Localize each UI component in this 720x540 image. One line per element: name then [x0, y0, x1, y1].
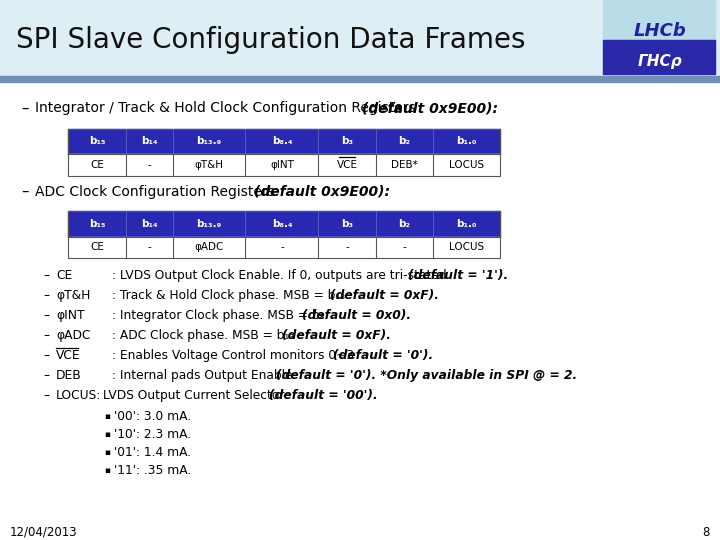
Text: φINT: φINT [270, 160, 294, 170]
Text: LHCb: LHCb [633, 22, 686, 40]
Text: –: – [43, 389, 50, 402]
Text: '00': 3.0 mA.: '00': 3.0 mA. [114, 410, 191, 423]
Text: (default = 0x0).: (default = 0x0). [302, 309, 410, 322]
Text: CE: CE [56, 269, 73, 282]
Bar [68, 154, 500, 176]
Text: -: - [345, 242, 349, 252]
Text: b₂: b₂ [398, 137, 410, 146]
Text: LOCUS: LOCUS [449, 160, 485, 170]
Text: Integrator / Track & Hold Clock Configuration Registers: Integrator / Track & Hold Clock Configur… [35, 101, 420, 115]
Text: (default = 0xF).: (default = 0xF). [282, 329, 390, 342]
Text: b₈.₄: b₈.₄ [271, 219, 292, 228]
Text: –: – [22, 100, 29, 116]
Text: b₁₅: b₁₅ [89, 219, 105, 228]
Text: SPI Slave Configuration Data Frames: SPI Slave Configuration Data Frames [16, 26, 526, 55]
Text: –: – [43, 329, 50, 342]
Text: : ADC Clock phase. MSB = b₁₃: : ADC Clock phase. MSB = b₁₃ [112, 329, 297, 342]
Text: CE: CE [90, 242, 104, 252]
Text: LVDS Output Current Selector: LVDS Output Current Selector [99, 389, 289, 402]
Text: b₁₃.₉: b₁₃.₉ [197, 219, 222, 228]
Text: -: - [148, 160, 151, 170]
Bar [0, 525, 720, 540]
Text: (default = '00').: (default = '00'). [269, 389, 378, 402]
Text: –: – [43, 289, 50, 302]
Text: : Integrator Clock phase. MSB = b₈: : Integrator Clock phase. MSB = b₈ [112, 309, 328, 322]
Text: b₃: b₃ [341, 137, 353, 146]
Bar [68, 129, 500, 176]
Text: φINT: φINT [56, 309, 85, 322]
Bar [0, 76, 720, 82]
Bar [603, 0, 715, 74]
Text: : Internal pads Output Enable: : Internal pads Output Enable [112, 369, 296, 382]
Text: (default = 0xF).: (default = 0xF). [330, 289, 439, 302]
Text: '10': 2.3 mA.: '10': 2.3 mA. [114, 428, 191, 441]
Bar [68, 129, 500, 154]
Text: b₁₄: b₁₄ [141, 219, 158, 228]
Text: b₁.₀: b₁.₀ [456, 219, 477, 228]
Text: : LVDS Output Clock Enable. If 0, outputs are tri-stated: : LVDS Output Clock Enable. If 0, output… [112, 269, 450, 282]
Text: (default = '0'). *Only available in SPI @ = 2.: (default = '0'). *Only available in SPI … [276, 369, 577, 382]
Text: -: - [402, 242, 406, 252]
Text: φT&H: φT&H [56, 289, 91, 302]
Text: (default 0x9E00):: (default 0x9E00): [254, 185, 390, 199]
Text: LOCUS: LOCUS [449, 242, 485, 252]
Text: LOCUS:: LOCUS: [56, 389, 102, 402]
Bar [68, 237, 500, 258]
Text: CE: CE [90, 160, 104, 170]
Text: –: – [43, 309, 50, 322]
Text: b₃: b₃ [341, 219, 353, 228]
Text: b₂: b₂ [398, 219, 410, 228]
Text: '11': .35 mA.: '11': .35 mA. [114, 464, 191, 477]
Text: ▪: ▪ [104, 430, 111, 439]
Text: –: – [22, 184, 29, 199]
Bar [0, 82, 720, 525]
Text: 8: 8 [703, 526, 710, 539]
Text: b₁₅: b₁₅ [89, 137, 105, 146]
Bar [603, 40, 715, 74]
Bar [0, 0, 720, 78]
Text: VCE: VCE [336, 160, 358, 170]
Text: b₁₃.₉: b₁₃.₉ [197, 137, 222, 146]
Text: φT&H: φT&H [194, 160, 223, 170]
Text: –: – [43, 349, 50, 362]
Text: DEB*: DEB* [391, 160, 418, 170]
Text: –: – [43, 369, 50, 382]
Text: -: - [280, 242, 284, 252]
Bar [68, 211, 500, 237]
Text: (default 0x9E00):: (default 0x9E00): [362, 101, 498, 115]
Text: b₈.₄: b₈.₄ [271, 137, 292, 146]
Text: b₁.₀: b₁.₀ [456, 137, 477, 146]
Text: : Enables Voltage Control monitors 0~3: : Enables Voltage Control monitors 0~3 [112, 349, 358, 362]
Text: φADC: φADC [194, 242, 224, 252]
Text: ΓHCρ: ΓHCρ [637, 53, 682, 69]
Text: (default = '0').: (default = '0'). [333, 349, 433, 362]
Bar [68, 211, 500, 258]
Text: : Track & Hold Clock phase. MSB = b₁₃: : Track & Hold Clock phase. MSB = b₁₃ [112, 289, 348, 302]
Text: b₁₄: b₁₄ [141, 137, 158, 146]
Text: ▪: ▪ [104, 448, 111, 457]
Text: DEB: DEB [56, 369, 82, 382]
Text: 12/04/2013: 12/04/2013 [10, 526, 78, 539]
Text: ▪: ▪ [104, 466, 111, 475]
Text: VCE: VCE [56, 349, 81, 362]
Text: ADC Clock Configuration Registers: ADC Clock Configuration Registers [35, 185, 279, 199]
Text: '01': 1.4 mA.: '01': 1.4 mA. [114, 446, 191, 459]
Text: φADC: φADC [56, 329, 91, 342]
Text: ▪: ▪ [104, 413, 111, 421]
Text: –: – [43, 269, 50, 282]
Text: -: - [148, 242, 151, 252]
Text: (default = '1').: (default = '1'). [408, 269, 508, 282]
